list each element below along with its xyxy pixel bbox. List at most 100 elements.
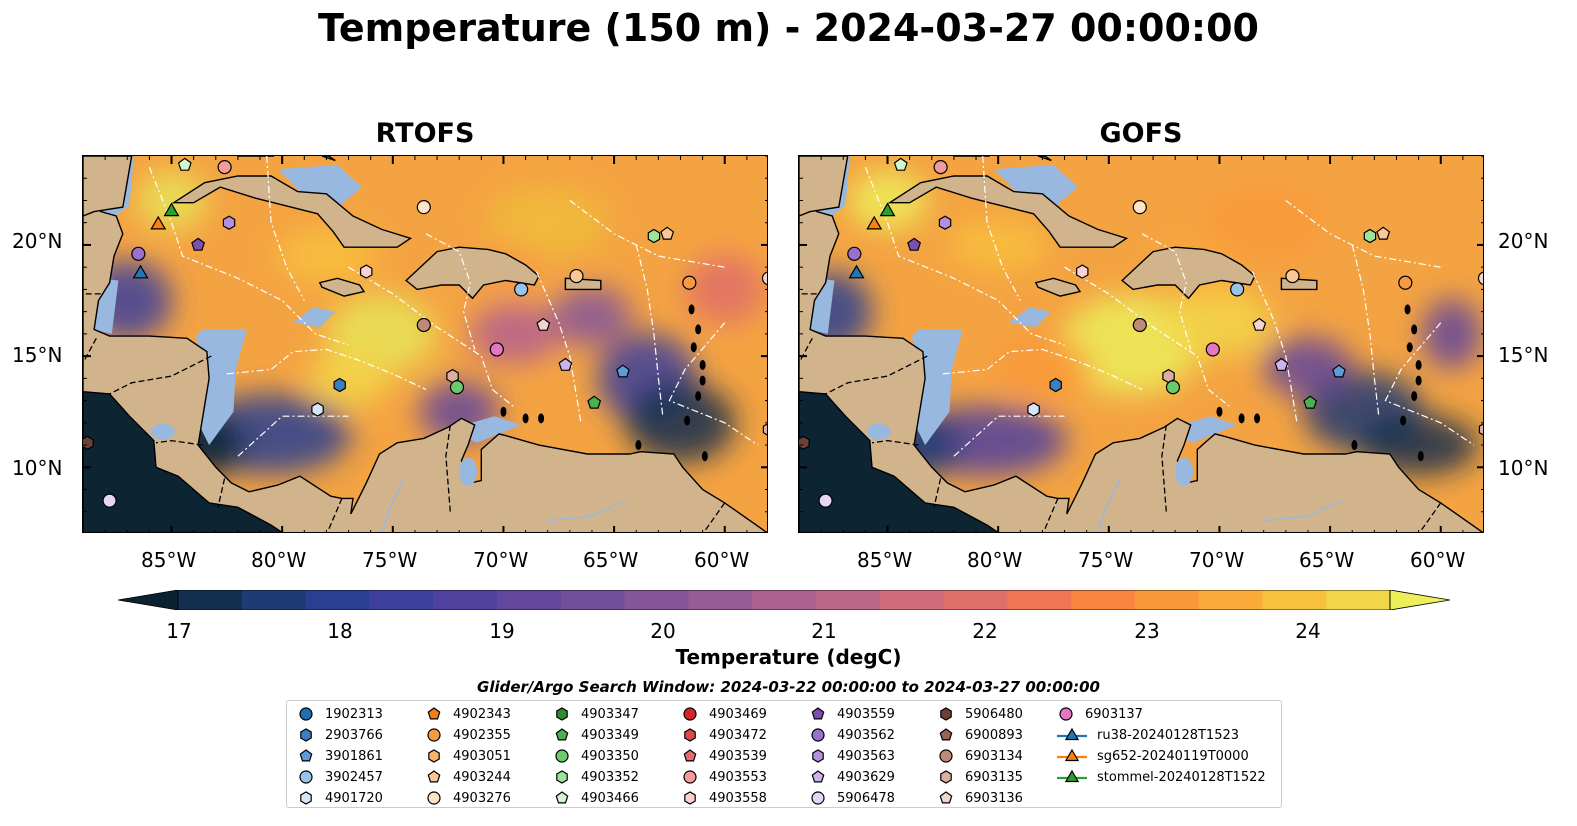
legend-item: 4903349 [553, 725, 639, 745]
argo-float-marker-24 [1478, 423, 1483, 436]
river-1 [547, 499, 626, 522]
colorbar-segment-11 [879, 590, 945, 610]
land-cuba [887, 175, 1129, 248]
legend-item: 4902355 [425, 725, 511, 745]
glider-marker-0 [848, 264, 865, 279]
island-8 [635, 440, 642, 451]
legend-item-label: 5906478 [837, 790, 895, 806]
argo-float-marker-1 [907, 237, 922, 251]
legend-item: 2903766 [297, 725, 383, 745]
argo-float-marker-25 [818, 493, 833, 508]
legend-item: 4903558 [681, 788, 767, 808]
lat-tick-right-20: 20°N [1498, 229, 1549, 253]
border-2 [217, 478, 226, 508]
border-1 [871, 439, 919, 446]
glider-marker-0 [132, 264, 149, 279]
legend-glider-icon [1057, 748, 1087, 762]
argo-float-marker-0 [847, 246, 862, 261]
legend-item-label: 4903472 [709, 727, 767, 743]
lon-tick-rtofs-65: 65°W [583, 548, 639, 572]
shelf-bahamas-bank [277, 164, 362, 210]
colorbar [118, 590, 1450, 610]
lon-tick-gofs-80: 80°W [967, 548, 1023, 572]
legend-item-label: 4903562 [837, 727, 895, 743]
argo-float-marker-19 [1363, 228, 1377, 244]
island-1 [695, 324, 702, 335]
island-0 [1404, 304, 1411, 315]
legend-hexagon-icon [428, 749, 440, 763]
land-hispaniola [1121, 246, 1256, 300]
argo-float-marker-0 [131, 246, 146, 261]
legend-item-label: 4903553 [709, 769, 767, 785]
legend-pentagon-icon [811, 770, 825, 783]
shelf-nicaragua-shelf [911, 329, 963, 446]
eez-line-8 [953, 415, 1065, 457]
legend-title: Glider/Argo Search Window: 2024-03-22 00… [477, 678, 1100, 696]
argo-float-marker-14 [1252, 317, 1267, 331]
legend-item: 4903553 [681, 767, 767, 787]
legend-item-label: 3901861 [325, 748, 383, 764]
land-bahamas [321, 156, 336, 162]
legend-item: 4903466 [553, 788, 639, 808]
legend-circle-icon [811, 728, 825, 742]
island-2 [1406, 342, 1413, 353]
lon-tick-rtofs-60: 60°W [694, 548, 750, 572]
legend-item-label: 4903563 [837, 748, 895, 764]
island-10 [500, 406, 507, 417]
argo-float-marker-20 [660, 226, 675, 240]
colorbar-segment-12 [943, 590, 1008, 610]
lake-maracaibo [459, 457, 478, 486]
colorbar-segment-5 [496, 590, 562, 610]
map-gofs[interactable] [798, 155, 1484, 533]
map-rtofs[interactable] [82, 155, 768, 533]
border-4 [1161, 424, 1167, 512]
land-gulf-coast [799, 156, 849, 217]
legend-item: 5906480 [937, 704, 1023, 724]
colorbar-segment-2 [305, 590, 370, 610]
legend-item-label: 6903136 [965, 790, 1023, 806]
colorbar-segment-1 [241, 590, 307, 610]
eez-line-9 [1384, 322, 1475, 446]
land-jamaica [1034, 277, 1082, 297]
colorbar-segment-16 [1198, 590, 1264, 610]
island-6 [1400, 415, 1407, 426]
shelf-nicaragua-shelf [195, 329, 247, 446]
colorbar-tick-19: 19 [489, 619, 515, 643]
lon-tick-rtofs-85: 85°W [141, 548, 197, 572]
legend-pentagon-icon [299, 749, 313, 762]
lon-tick-gofs-85: 85°W [857, 548, 913, 572]
shelf-jamaica-bank [1009, 307, 1052, 328]
argo-float-marker-1 [191, 237, 206, 251]
argo-float-marker-20 [1376, 226, 1391, 240]
eez-line-2 [348, 266, 515, 408]
argo-float-marker-23 [83, 435, 94, 450]
legend-item-label: 4903244 [453, 769, 511, 785]
legend-item-label: sg652-20240119T0000 [1097, 748, 1249, 764]
island-1 [1411, 324, 1418, 335]
legend-item-label: 4902343 [453, 706, 511, 722]
legend-glider-icon [1057, 769, 1087, 783]
argo-float-marker-2 [938, 215, 952, 230]
argo-float-marker-15 [1285, 268, 1300, 284]
legend-item-label: 2903766 [325, 727, 383, 743]
glider-marker-2 [163, 202, 180, 217]
legend-hexagon-icon [556, 707, 568, 721]
eez-line-2 [1064, 266, 1231, 408]
island-7 [701, 451, 708, 462]
lat-tick-right-15: 15°N [1498, 343, 1549, 367]
argo-float-marker-2 [222, 215, 236, 230]
colorbar-title: Temperature (degC) [675, 645, 902, 669]
colorbar-segment-17 [1262, 590, 1327, 610]
legend-item-label: stommel-20240128T1522 [1097, 769, 1266, 785]
shelf-bahamas-bank [993, 164, 1078, 210]
legend-pentagon-icon [427, 707, 441, 720]
argo-float-marker-24 [762, 423, 767, 436]
island-3 [699, 360, 706, 371]
river-0 [381, 478, 405, 532]
eez-line-4 [1252, 271, 1298, 423]
argo-float-marker-10 [1165, 380, 1181, 395]
legend-item: 4903350 [553, 746, 639, 766]
argo-float-marker-4 [217, 160, 232, 175]
argo-float-marker-21 [682, 275, 697, 290]
colorbar-segment-14 [1071, 590, 1136, 610]
